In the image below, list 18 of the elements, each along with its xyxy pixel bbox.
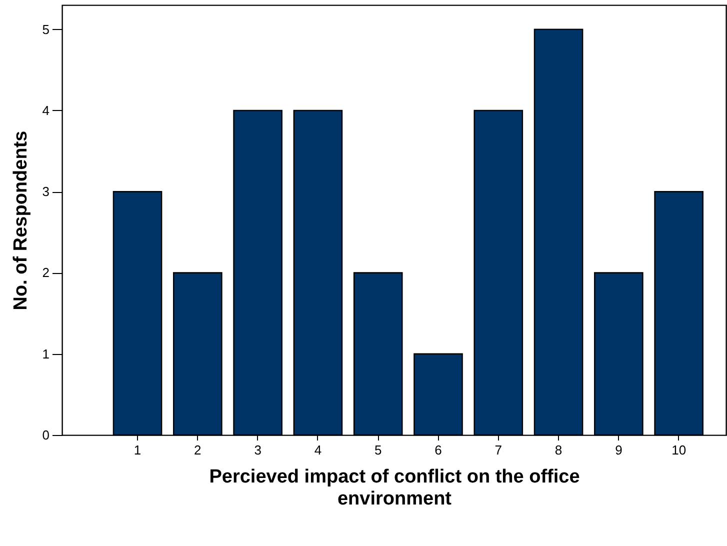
x-tick-label: 4 [314,442,322,458]
x-tick-label: 5 [374,442,382,458]
y-tick-label: 3 [42,184,50,200]
x-tick-label: 3 [254,442,262,458]
y-tick-label: 0 [42,428,50,442]
x-tick-label: 9 [615,442,622,458]
x-tick-label: 2 [194,442,202,458]
x-tick-label: 1 [134,442,142,458]
x-axis-title: Percieved impact of conflict on the office environment [209,466,580,510]
y-tick-label: 5 [42,22,50,37]
x-tick-label: 7 [494,442,502,458]
x-tick-label: 8 [554,442,562,458]
y-tick-label: 1 [42,346,50,362]
x-tick-label: 6 [434,442,442,458]
y-tick-label: 4 [42,102,50,118]
y-tick-label: 2 [42,265,50,280]
x-tick-label: 10 [672,442,686,458]
y-axis-title: No. of Respondents [10,130,32,310]
